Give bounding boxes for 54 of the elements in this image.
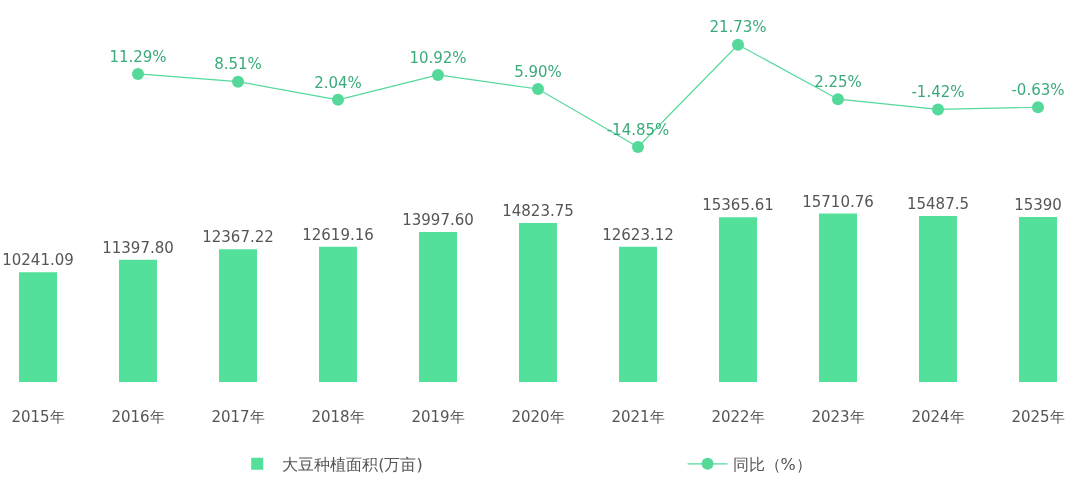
legend-label: 大豆种植面积(万亩) xyxy=(282,455,423,475)
data-label: 12623.12 xyxy=(602,225,674,244)
data-label: 8.51% xyxy=(214,55,262,74)
point xyxy=(432,68,444,81)
data-label: -0.63% xyxy=(1011,81,1065,100)
data-label: 12619.16 xyxy=(302,225,374,244)
x-tick-label: 2024年 xyxy=(911,408,965,426)
data-label: 11397.80 xyxy=(102,238,174,257)
bar xyxy=(719,217,757,382)
bar xyxy=(319,246,357,382)
data-label: 5.90% xyxy=(514,62,562,81)
data-label: 10241.09 xyxy=(2,251,74,270)
x-tick-label: 2018年 xyxy=(311,408,365,426)
point xyxy=(832,93,844,106)
data-label: 2.04% xyxy=(314,73,362,92)
point xyxy=(1032,101,1044,114)
data-label: 15710.76 xyxy=(802,192,874,211)
point xyxy=(532,82,544,95)
data-label: 10.92% xyxy=(409,48,467,67)
legend-label: 同比（%） xyxy=(732,455,812,475)
point xyxy=(632,141,644,154)
bar xyxy=(19,272,57,382)
x-tick-label: 2022年 xyxy=(711,408,765,426)
bar xyxy=(1019,216,1057,382)
point xyxy=(132,67,144,80)
x-tick-label: 2019年 xyxy=(411,408,465,426)
x-tick-label: 2025年 xyxy=(1011,408,1065,426)
data-label: 2.25% xyxy=(814,72,862,91)
bar xyxy=(919,215,957,382)
data-label: 15365.61 xyxy=(702,196,774,215)
point xyxy=(232,75,244,88)
data-label: 21.73% xyxy=(709,18,767,37)
bar xyxy=(519,223,557,382)
bar xyxy=(219,249,257,382)
x-tick-label: 2020年 xyxy=(511,408,565,426)
data-label: 11.29% xyxy=(109,47,167,66)
data-label: 13997.60 xyxy=(402,210,474,229)
x-tick-label: 2016年 xyxy=(111,408,165,426)
x-tick-label: 2021年 xyxy=(611,408,665,426)
point xyxy=(932,103,944,116)
bar xyxy=(619,246,657,382)
x-tick-label: 2023年 xyxy=(811,408,865,426)
data-label: 15390 xyxy=(1014,195,1062,214)
data-label: 15487.5 xyxy=(906,194,970,213)
point xyxy=(732,38,744,51)
data-label: 12367.22 xyxy=(202,228,274,247)
data-label: -1.42% xyxy=(911,83,965,102)
x-tick-label: 2015年 xyxy=(11,408,65,426)
point xyxy=(332,93,344,106)
data-label: 14823.75 xyxy=(502,202,574,221)
bar xyxy=(119,259,157,382)
x-tick-label: 2017年 xyxy=(211,408,265,426)
bar xyxy=(419,231,457,382)
bar xyxy=(819,213,857,382)
